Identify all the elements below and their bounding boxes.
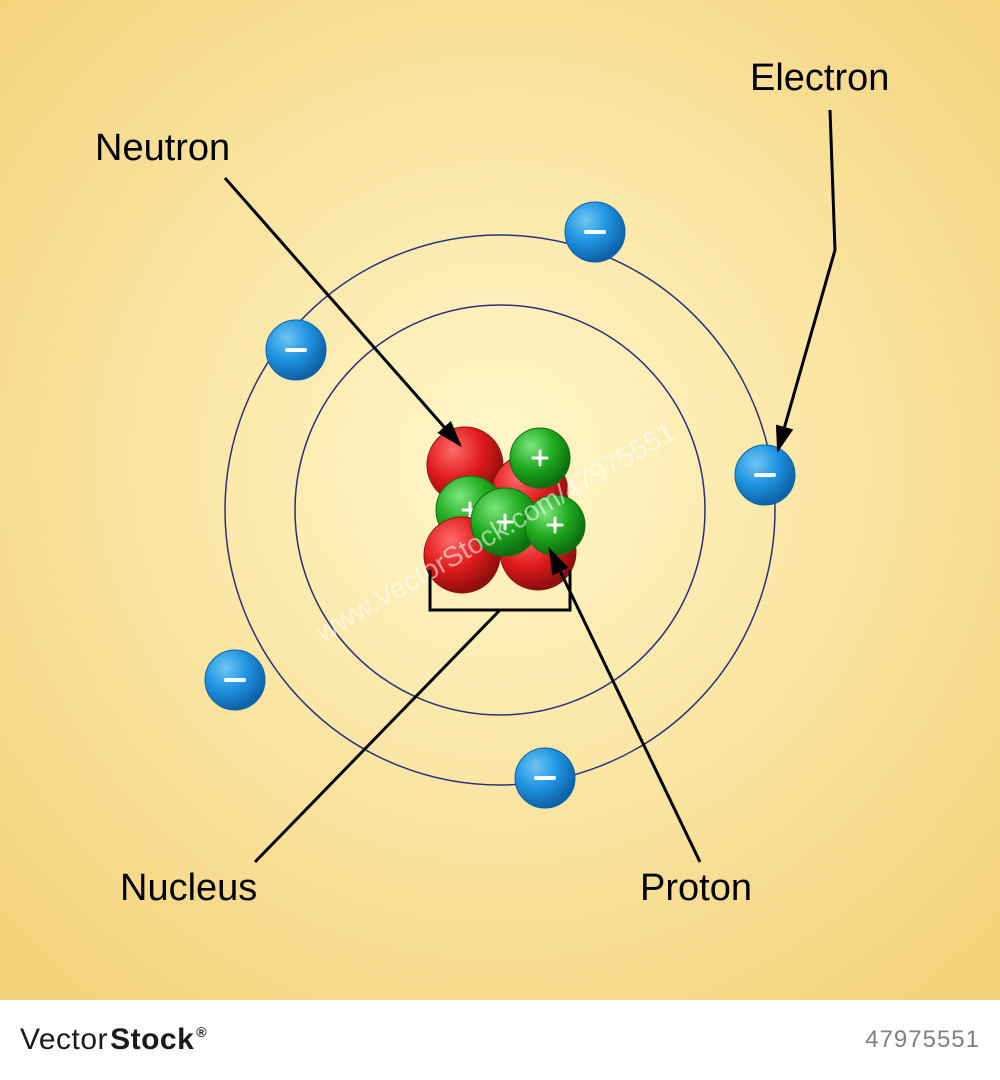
footer-brand: Vector Stock ® [20,1023,207,1057]
svg-text:Electron: Electron [750,57,889,99]
footer-bar: Vector Stock ® 47975551 [0,1000,1000,1080]
svg-text:Neutron: Neutron [95,127,230,169]
svg-text:Proton: Proton [640,867,752,909]
footer-brand-part1: Vector [20,1023,108,1057]
svg-text:Nucleus: Nucleus [120,867,257,909]
atom-diagram: www.VectorStock.com/47975551ElectronNeut… [0,0,1000,1080]
footer-image-id: 47975551 [865,1026,980,1054]
footer-brand-suffix: ® [196,1024,207,1040]
diagram-svg: www.VectorStock.com/47975551ElectronNeut… [0,0,1000,1080]
footer-brand-part2: Stock [110,1023,194,1057]
